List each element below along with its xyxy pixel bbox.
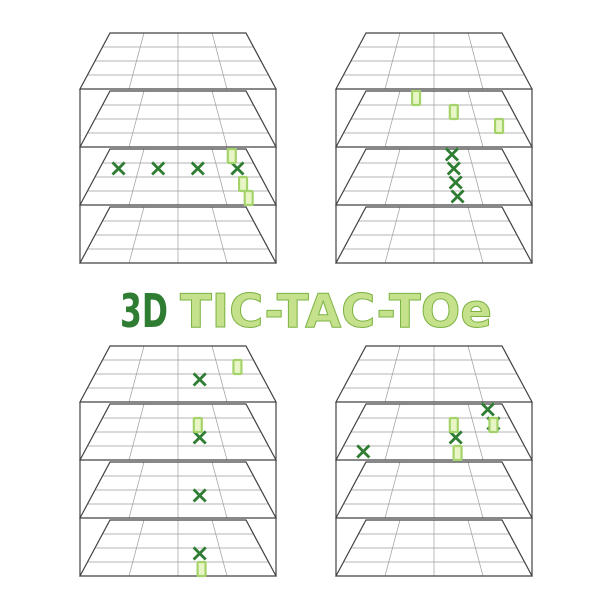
title-prefix-3d: 3D	[120, 284, 168, 338]
level-plane	[78, 148, 278, 206]
level-plane	[334, 90, 534, 148]
o-mark	[410, 89, 422, 107]
level-3	[334, 461, 534, 519]
board-bottom-left: × × × ×	[78, 345, 278, 578]
level-1	[334, 32, 534, 90]
x-mark: ×	[190, 365, 210, 393]
grid-line	[211, 403, 228, 461]
x-mark: ×	[188, 154, 208, 182]
o-mark	[452, 444, 463, 462]
level-plane	[78, 90, 278, 148]
grid-line	[211, 90, 228, 148]
level-4: ×	[78, 519, 278, 578]
o-mark	[493, 117, 505, 135]
level-1	[78, 32, 278, 90]
level-plane	[334, 461, 534, 519]
level-plane	[334, 345, 534, 403]
grid-line	[467, 32, 484, 90]
x-mark: ×	[478, 395, 498, 423]
board-top-right: ××××	[334, 32, 534, 264]
x-mark: ×	[444, 154, 464, 182]
title-main-text: TIC-TAC-TOe	[180, 284, 492, 338]
level-4	[334, 519, 534, 577]
grid-line	[467, 148, 484, 206]
o-mark	[243, 189, 254, 207]
o-mark	[237, 175, 249, 193]
grid-line	[467, 461, 484, 519]
level-1: ×	[78, 345, 278, 403]
level-3: ××××	[78, 147, 278, 207]
grid-line	[211, 345, 228, 403]
level-4	[334, 206, 534, 264]
o-mark	[192, 416, 203, 434]
x-mark: ×	[353, 437, 373, 465]
x-mark: ×	[190, 481, 210, 509]
grid-line	[467, 90, 484, 148]
board-bottom-right: ××××	[334, 345, 534, 577]
board-top-left: × × × ×	[78, 32, 278, 264]
grid-line	[467, 519, 484, 577]
level-plane	[78, 206, 278, 264]
level-plane	[78, 345, 278, 403]
x-mark: ×	[442, 140, 462, 168]
game-title: 3D TIC-TAC-TOe	[120, 284, 493, 339]
o-mark	[226, 147, 237, 165]
o-mark	[196, 560, 207, 578]
o-mark	[488, 416, 499, 434]
o-mark	[448, 416, 459, 434]
level-4	[78, 206, 278, 264]
grid-line	[467, 206, 484, 264]
level-3: ××××	[334, 140, 534, 210]
level-3: ×	[78, 461, 278, 519]
level-plane	[78, 519, 278, 577]
grid-line	[211, 206, 228, 264]
level-plane	[78, 403, 278, 461]
level-2	[78, 90, 278, 148]
x-mark: ×	[109, 154, 129, 182]
grid-line	[467, 403, 484, 461]
level-2: ××××	[334, 395, 534, 465]
level-plane	[334, 32, 534, 90]
o-mark	[448, 103, 459, 121]
level-plane	[334, 519, 534, 577]
level-2: ×	[78, 403, 278, 461]
x-mark: ×	[448, 182, 468, 210]
level-1	[334, 345, 534, 403]
level-plane	[334, 148, 534, 206]
level-plane	[334, 206, 534, 264]
grid-line	[211, 32, 228, 90]
x-mark: ×	[446, 168, 466, 196]
level-2	[334, 89, 534, 148]
o-mark	[232, 358, 243, 376]
boards-layer: ××××××××××××××××	[78, 32, 534, 578]
x-mark: ×	[148, 154, 168, 182]
level-plane	[78, 32, 278, 90]
x-mark: ×	[190, 539, 210, 567]
grid-line	[211, 461, 228, 519]
level-plane	[334, 403, 534, 461]
grid-line	[211, 148, 228, 206]
grid-line	[211, 519, 228, 577]
level-plane	[78, 461, 278, 519]
grid-line	[467, 345, 484, 403]
